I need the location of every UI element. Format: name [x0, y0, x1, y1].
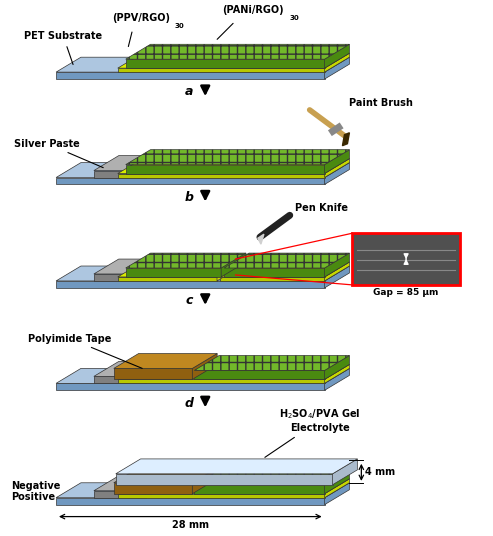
Polygon shape — [94, 155, 171, 170]
Polygon shape — [126, 44, 350, 59]
Polygon shape — [56, 281, 324, 288]
Polygon shape — [194, 470, 350, 485]
Text: PET Substrate: PET Substrate — [24, 31, 103, 64]
Polygon shape — [118, 53, 350, 68]
Polygon shape — [194, 485, 324, 494]
Polygon shape — [324, 368, 350, 390]
Text: 4 mm: 4 mm — [365, 467, 395, 478]
Polygon shape — [114, 468, 217, 483]
Polygon shape — [56, 177, 324, 184]
Polygon shape — [94, 259, 171, 274]
Polygon shape — [324, 57, 350, 79]
Text: (PPV/RGO): (PPV/RGO) — [112, 13, 171, 24]
Polygon shape — [332, 459, 357, 485]
Polygon shape — [94, 274, 145, 281]
Polygon shape — [224, 268, 324, 277]
Text: Paint Brush: Paint Brush — [350, 98, 413, 108]
Polygon shape — [118, 494, 324, 498]
Polygon shape — [324, 53, 350, 72]
Polygon shape — [126, 150, 350, 165]
Polygon shape — [118, 174, 324, 177]
Polygon shape — [145, 259, 171, 281]
Text: H$_2$SO$_4$/PVA Gel
Electrolyte: H$_2$SO$_4$/PVA Gel Electrolyte — [265, 408, 360, 457]
Polygon shape — [324, 470, 350, 494]
Text: b: b — [184, 191, 193, 204]
Polygon shape — [324, 483, 350, 505]
Text: Negative: Negative — [11, 481, 61, 491]
Text: a: a — [185, 86, 193, 99]
Polygon shape — [192, 354, 217, 379]
Polygon shape — [324, 479, 350, 498]
Text: c: c — [186, 294, 193, 307]
Polygon shape — [114, 354, 217, 368]
Polygon shape — [194, 355, 350, 370]
Polygon shape — [114, 483, 192, 494]
Polygon shape — [324, 150, 350, 174]
Polygon shape — [56, 72, 324, 79]
Polygon shape — [324, 262, 350, 281]
Polygon shape — [145, 361, 171, 383]
Polygon shape — [324, 44, 350, 68]
Polygon shape — [118, 68, 324, 72]
Polygon shape — [324, 364, 350, 383]
Polygon shape — [94, 361, 171, 376]
Polygon shape — [220, 277, 324, 281]
Polygon shape — [56, 383, 324, 390]
Polygon shape — [324, 355, 350, 379]
Polygon shape — [118, 379, 324, 383]
Polygon shape — [217, 262, 242, 281]
Polygon shape — [56, 483, 350, 498]
Polygon shape — [324, 159, 350, 177]
Polygon shape — [118, 277, 217, 281]
Polygon shape — [194, 370, 324, 379]
Text: Gap = 85 μm: Gap = 85 μm — [373, 288, 439, 297]
Text: 30: 30 — [290, 16, 300, 21]
Polygon shape — [145, 476, 171, 498]
Text: Polyimide Tape: Polyimide Tape — [28, 333, 142, 368]
Polygon shape — [116, 459, 357, 474]
Polygon shape — [220, 262, 350, 277]
Text: Silver Paste: Silver Paste — [14, 139, 103, 168]
Polygon shape — [118, 159, 350, 174]
Polygon shape — [94, 170, 145, 177]
Polygon shape — [116, 474, 332, 485]
Polygon shape — [221, 253, 246, 277]
Text: Pen Knife: Pen Knife — [295, 203, 348, 213]
Polygon shape — [145, 155, 171, 177]
Polygon shape — [56, 266, 350, 281]
Polygon shape — [56, 162, 350, 177]
Polygon shape — [126, 165, 324, 174]
Text: 30: 30 — [175, 24, 184, 29]
Polygon shape — [56, 57, 350, 72]
Polygon shape — [192, 468, 217, 494]
Text: (PANi/RGO): (PANi/RGO) — [222, 5, 284, 16]
Polygon shape — [126, 268, 221, 277]
Text: Positive: Positive — [11, 492, 55, 502]
Bar — [352, 233, 460, 285]
Polygon shape — [114, 368, 192, 379]
Polygon shape — [94, 491, 145, 498]
Polygon shape — [324, 162, 350, 184]
Polygon shape — [258, 234, 264, 244]
Polygon shape — [126, 253, 246, 268]
Text: d: d — [184, 397, 193, 410]
Polygon shape — [94, 376, 145, 383]
Polygon shape — [324, 253, 350, 277]
Polygon shape — [224, 253, 350, 268]
Text: 28 mm: 28 mm — [172, 519, 209, 530]
Polygon shape — [343, 133, 350, 146]
Polygon shape — [118, 262, 242, 277]
Polygon shape — [118, 364, 350, 379]
Polygon shape — [324, 266, 350, 288]
Polygon shape — [126, 59, 324, 68]
Polygon shape — [56, 368, 350, 383]
Polygon shape — [56, 498, 324, 505]
Polygon shape — [118, 479, 350, 494]
Polygon shape — [94, 476, 171, 491]
